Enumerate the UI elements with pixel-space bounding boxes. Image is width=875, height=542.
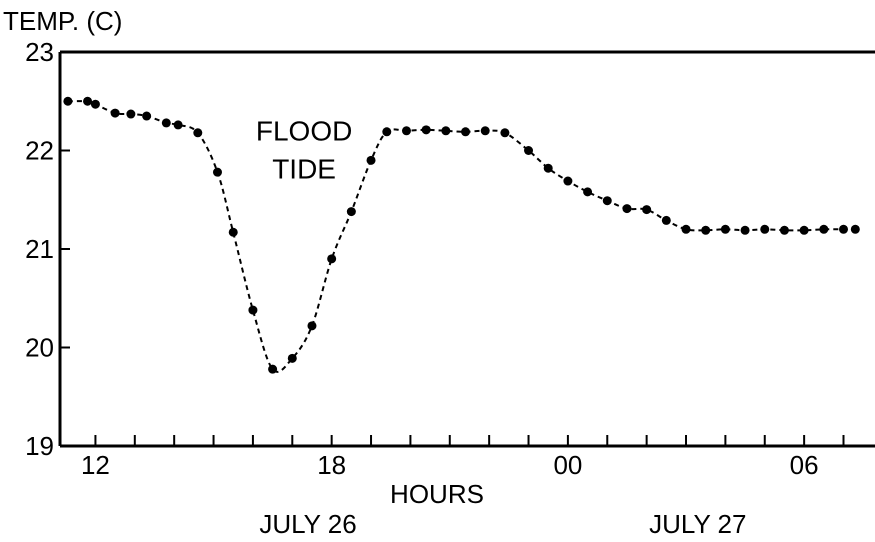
data-point: [543, 163, 553, 173]
y-tick-label: 20: [25, 333, 54, 363]
data-point: [524, 146, 534, 155]
data-point: [421, 125, 431, 135]
y-tick-label: 21: [25, 234, 54, 264]
data-point: [622, 204, 632, 214]
y-ticks: 19 20 21 22 23: [25, 37, 70, 461]
x-tick-label: 00: [553, 450, 582, 480]
series-points: [63, 96, 860, 374]
data-point: [248, 305, 258, 315]
data-point: [642, 205, 652, 215]
data-point: [480, 126, 490, 136]
date-labels: JULY 26 JULY 27: [259, 509, 746, 539]
y-tick-label: 22: [25, 136, 54, 166]
plot-frame: [58, 50, 875, 448]
y-tick-label: 23: [25, 37, 54, 67]
series-line: [67, 100, 856, 373]
x-tick-label: 06: [790, 450, 819, 480]
data-point: [161, 118, 171, 128]
date-label: JULY 27: [649, 509, 746, 539]
data-point: [661, 215, 671, 225]
data-point: [583, 187, 593, 197]
x-tick-label: 12: [81, 450, 110, 480]
data-point: [307, 321, 317, 331]
annotation-line: TIDE: [272, 154, 336, 185]
data-point: [681, 224, 691, 234]
x-tick-label: 18: [317, 450, 346, 480]
data-point: [720, 224, 730, 234]
x-axis-label: HOURS: [390, 479, 484, 509]
data-point: [193, 128, 203, 138]
y-axis-label: TEMP. (C): [3, 6, 122, 36]
data-point: [63, 96, 73, 106]
data-point: [382, 127, 392, 137]
annotation-line: FLOOD: [256, 116, 352, 147]
data-point: [602, 196, 612, 206]
data-point: [799, 225, 809, 235]
data-point: [441, 126, 451, 136]
data-point: [839, 224, 849, 234]
data-point: [228, 227, 238, 237]
data-point: [90, 99, 100, 109]
data-point: [779, 225, 789, 235]
data-point: [287, 353, 297, 363]
data-point: [366, 155, 376, 165]
x-ticks: [94, 435, 845, 446]
date-label: JULY 26: [259, 509, 356, 539]
x-tick-labels: 12 18 00 06: [81, 450, 819, 480]
data-point: [461, 127, 471, 137]
data-point: [126, 109, 136, 119]
data-point: [142, 111, 152, 121]
data-point: [740, 225, 750, 235]
data-point: [268, 364, 278, 374]
flood-tide-annotation: FLOOD TIDE: [256, 116, 352, 185]
data-point: [212, 167, 222, 177]
data-point: [701, 225, 711, 235]
data-point: [819, 224, 829, 234]
data-point: [401, 126, 411, 136]
data-point: [500, 128, 510, 138]
y-tick-label: 19: [25, 431, 54, 461]
data-point: [83, 96, 93, 106]
data-point: [760, 224, 770, 234]
data-point: [327, 254, 337, 264]
data-point: [850, 224, 860, 234]
data-point: [110, 108, 120, 118]
data-point: [346, 207, 356, 217]
data-point: [173, 120, 183, 130]
data-point: [563, 176, 573, 186]
